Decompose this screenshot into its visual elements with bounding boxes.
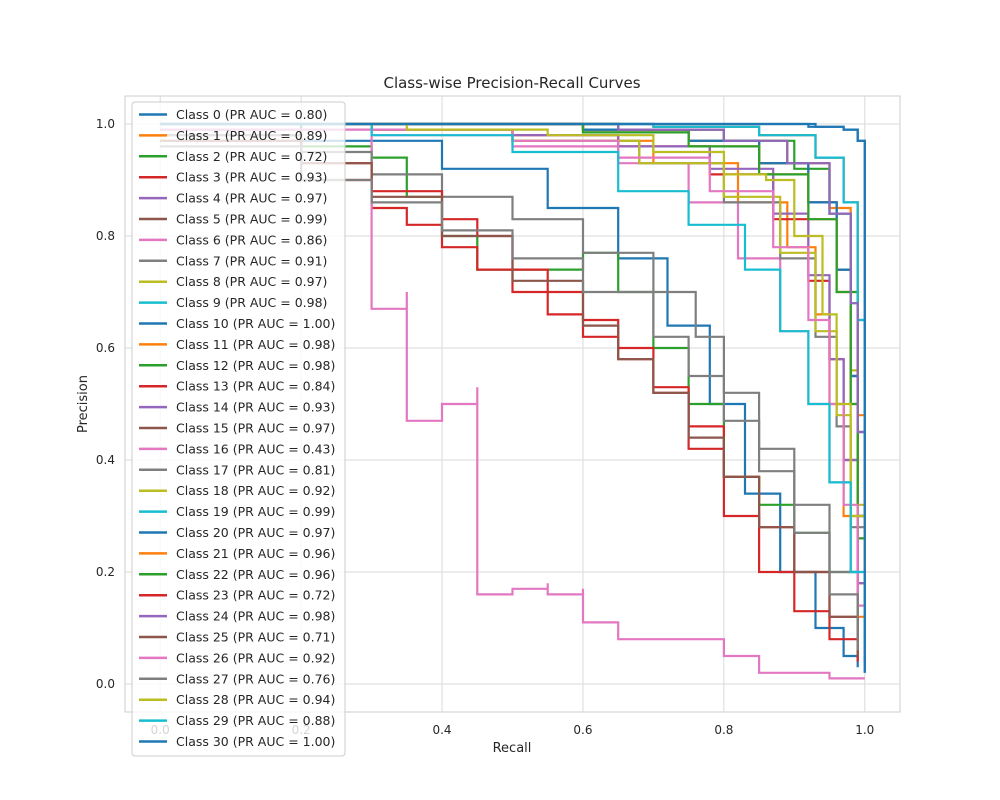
x-tick-label: 1.0: [855, 723, 874, 737]
y-tick-label: 0.4: [96, 453, 115, 467]
legend-label: Class 15 (PR AUC = 0.97): [176, 421, 335, 436]
legend-label: Class 17 (PR AUC = 0.81): [176, 462, 335, 477]
legend-label: Class 24 (PR AUC = 0.98): [176, 609, 335, 624]
pr-curve-class-25: [160, 139, 859, 656]
legend-label: Class 19 (PR AUC = 0.99): [176, 504, 335, 519]
legend-label: Class 29 (PR AUC = 0.88): [176, 713, 335, 728]
legend-label: Class 22 (PR AUC = 0.96): [176, 567, 335, 582]
pr-curve-class-27: [160, 145, 859, 651]
pr-curve-class-30: [160, 122, 866, 673]
pr-curve-class-26: [160, 122, 866, 656]
legend-label: Class 10 (PR AUC = 1.00): [176, 316, 335, 331]
legend-label: Class 25 (PR AUC = 0.71): [176, 630, 335, 645]
legend-label: Class 13 (PR AUC = 0.84): [176, 379, 335, 394]
legend-label: Class 26 (PR AUC = 0.92): [176, 650, 335, 665]
y-axis-label: Precision: [76, 375, 91, 433]
legend-label: Class 0 (PR AUC = 0.80): [176, 107, 327, 122]
legend-label: Class 28 (PR AUC = 0.94): [176, 692, 335, 707]
legend-label: Class 3 (PR AUC = 0.93): [176, 170, 327, 185]
legend-label: Class 7 (PR AUC = 0.91): [176, 253, 327, 268]
y-tick-label: 0.6: [96, 341, 115, 355]
legend-label: Class 4 (PR AUC = 0.97): [176, 191, 327, 206]
legend-label: Class 8 (PR AUC = 0.97): [176, 274, 327, 289]
legend-label: Class 20 (PR AUC = 0.97): [176, 525, 335, 540]
x-tick-label: 0.6: [573, 723, 592, 737]
y-tick-label: 0.2: [96, 565, 115, 579]
y-tick-label: 0.8: [96, 229, 115, 243]
legend: Class 0 (PR AUC = 0.80) Class 1 (PR AUC =…: [131, 101, 346, 757]
y-tick-label: 0.0: [96, 677, 115, 691]
legend-label: Class 2 (PR AUC = 0.72): [176, 149, 327, 164]
chart-title: Class-wise Precision-Recall Curves: [383, 74, 640, 92]
pr-curve-class-28: [160, 122, 866, 645]
curves-layer: [160, 122, 866, 680]
legend-label: Class 6 (PR AUC = 0.86): [176, 232, 327, 247]
x-tick-label: 0.4: [432, 723, 451, 737]
legend-label: Class 23 (PR AUC = 0.72): [176, 588, 335, 603]
legend-label: Class 16 (PR AUC = 0.43): [176, 441, 335, 456]
legend-label: Class 9 (PR AUC = 0.98): [176, 295, 327, 310]
legend-label: Class 1 (PR AUC = 0.89): [176, 128, 327, 143]
pr-curve-class-0: [160, 122, 859, 668]
legend-items: Class 0 (PR AUC = 0.80) Class 1 (PR AUC =…: [139, 107, 335, 749]
pr-curve-class-24: [160, 122, 866, 662]
legend-label: Class 18 (PR AUC = 0.92): [176, 483, 335, 498]
legend-label: Class 5 (PR AUC = 0.99): [176, 212, 327, 227]
legend-label: Class 30 (PR AUC = 1.00): [176, 734, 335, 749]
legend-label: Class 12 (PR AUC = 0.98): [176, 358, 335, 373]
x-tick-label: 0.8: [714, 723, 733, 737]
legend-label: Class 11 (PR AUC = 0.98): [176, 337, 335, 352]
legend-label: Class 27 (PR AUC = 0.76): [176, 671, 335, 686]
legend-label: Class 14 (PR AUC = 0.93): [176, 400, 335, 415]
pr-curve-class-16: [160, 122, 865, 680]
pr-curve-class-29: [160, 122, 866, 651]
y-tick-label: 1.0: [96, 117, 115, 131]
x-axis-label: Recall: [493, 741, 532, 756]
legend-label: Class 21 (PR AUC = 0.96): [176, 546, 335, 561]
legend-box: [131, 101, 346, 757]
